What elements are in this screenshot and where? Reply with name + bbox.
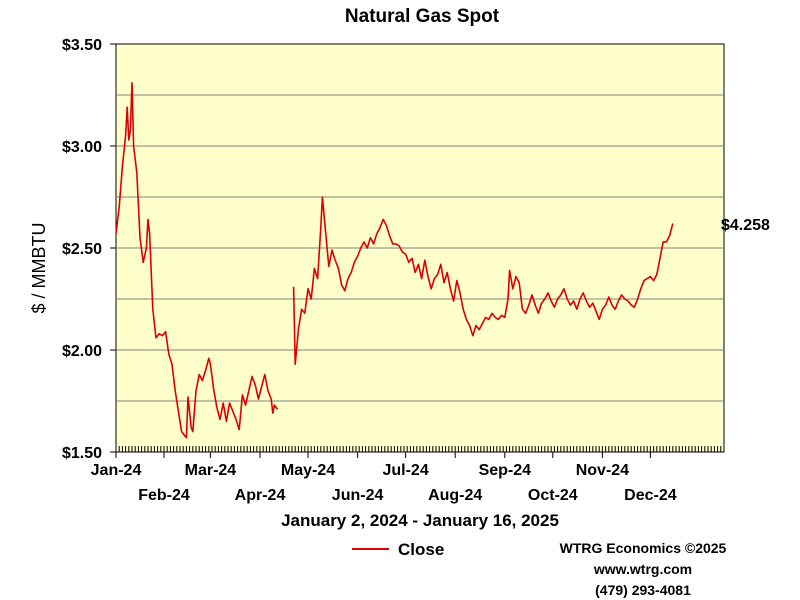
grid-lines bbox=[116, 94, 724, 402]
x-minor-ticks bbox=[115, 446, 725, 452]
x-tick-label: Oct-24 bbox=[528, 487, 578, 504]
legend-label-close: Close bbox=[398, 540, 444, 559]
x-tick-label: Jan-24 bbox=[91, 462, 142, 479]
x-tick-label: Nov-24 bbox=[576, 462, 629, 479]
x-tick-label: Aug-24 bbox=[428, 487, 482, 504]
y-tick-label: $3.00 bbox=[62, 139, 102, 156]
series-line-segment bbox=[292, 196, 674, 366]
series-line-segment bbox=[115, 82, 279, 439]
x-tick-label: Jul-24 bbox=[382, 462, 428, 479]
y-axis-label: $ / MMBTU bbox=[29, 222, 49, 313]
credit-line-1: WTRG Economics ©2025 bbox=[560, 540, 727, 556]
last-value-label: $4.258 bbox=[721, 217, 770, 234]
credit-line-2: www.wtrg.com bbox=[593, 561, 692, 577]
chart-subtitle: January 2, 2024 - January 16, 2025 bbox=[281, 511, 559, 530]
x-tick-label: Feb-24 bbox=[138, 487, 190, 504]
x-tick-label: Mar-24 bbox=[185, 462, 237, 479]
y-tick-label: $2.50 bbox=[62, 241, 102, 258]
y-tick-label: $3.50 bbox=[62, 37, 102, 54]
x-tick-label: Apr-24 bbox=[235, 487, 286, 504]
y-tick-label: $2.00 bbox=[62, 343, 102, 360]
x-tick-label: Jun-24 bbox=[332, 487, 384, 504]
credit-line-3: (479) 293-4081 bbox=[595, 582, 691, 598]
chart-title: Natural Gas Spot bbox=[345, 6, 500, 27]
y-tick-label: $1.50 bbox=[62, 445, 102, 462]
x-tick-label: May-24 bbox=[281, 462, 335, 479]
series-close bbox=[115, 82, 674, 439]
x-tick-label: Dec-24 bbox=[624, 487, 677, 504]
x-tick-label: Sep-24 bbox=[479, 462, 532, 479]
legend: Close bbox=[352, 540, 444, 559]
x-axis-tick-labels: Jan-24 Feb-24 Mar-24 Apr-24 May-24 Jun-24 Jul-… bbox=[91, 452, 677, 504]
y-axis-tick-labels: $1.50 $2.00 $2.50 $3.00 $3.50 bbox=[62, 37, 116, 462]
